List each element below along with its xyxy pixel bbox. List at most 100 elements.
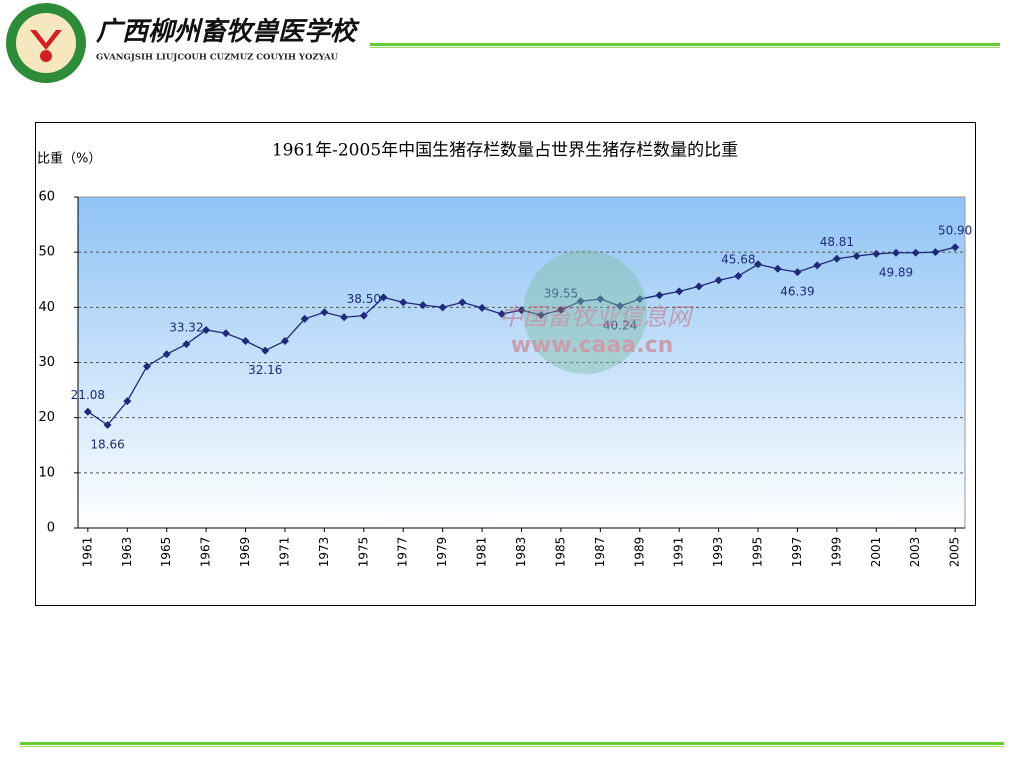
data-point xyxy=(655,291,664,300)
data-point xyxy=(517,306,526,315)
logo xyxy=(6,3,86,83)
x-tick-label: 1965 xyxy=(159,537,173,568)
x-tick-label: 1961 xyxy=(80,537,94,568)
x-tick-label: 2005 xyxy=(948,537,962,568)
data-label: 33.32 xyxy=(169,321,203,335)
x-tick-label: 1989 xyxy=(632,537,646,568)
data-point xyxy=(596,295,605,304)
x-tick-label: 1967 xyxy=(199,537,213,568)
y-tick-label: 40 xyxy=(38,300,55,315)
x-tick-label: 1993 xyxy=(711,537,725,568)
data-point xyxy=(556,305,565,314)
data-point xyxy=(931,248,940,257)
y-tick-label: 10 xyxy=(38,465,55,480)
data-point xyxy=(202,325,211,334)
data-point xyxy=(497,309,506,318)
data-point xyxy=(911,248,920,257)
data-point xyxy=(438,303,447,312)
data-point xyxy=(714,276,723,285)
data-point xyxy=(675,287,684,296)
data-point xyxy=(734,271,743,280)
x-tick-label: 1979 xyxy=(435,537,449,568)
data-point xyxy=(280,336,289,345)
data-point xyxy=(340,313,349,322)
data-point xyxy=(142,362,151,371)
data-point xyxy=(616,302,625,311)
data-point xyxy=(537,311,546,320)
data-label: 39.55 xyxy=(544,286,578,300)
data-label: 38.50 xyxy=(347,292,381,306)
data-point xyxy=(123,397,132,406)
y-tick-label: 0 xyxy=(47,521,55,536)
data-point xyxy=(83,407,92,416)
x-tick-label: 1999 xyxy=(829,537,843,568)
data-label: 32.16 xyxy=(248,363,282,377)
x-tick-label: 1985 xyxy=(553,537,567,568)
x-tick-label: 1969 xyxy=(238,537,252,568)
x-tick-label: 1971 xyxy=(277,537,291,568)
x-tick-label: 1975 xyxy=(356,537,370,568)
data-point xyxy=(103,421,112,430)
y-tick-label: 50 xyxy=(38,245,55,260)
data-label: 40.24 xyxy=(603,319,637,333)
data-point xyxy=(478,303,487,312)
x-tick-label: 1981 xyxy=(475,537,489,568)
data-point xyxy=(754,260,763,269)
x-tick-label: 1995 xyxy=(751,537,765,568)
data-label: 45.68 xyxy=(721,252,755,266)
data-point xyxy=(300,314,309,323)
data-point xyxy=(576,297,585,306)
y-tick-label: 30 xyxy=(38,355,55,370)
data-label: 46.39 xyxy=(780,285,814,299)
school-name: 广西柳州畜牧兽医学校 xyxy=(96,17,360,47)
data-point xyxy=(261,346,270,355)
watermark-site: 中国畜牧业信息网 xyxy=(499,303,694,331)
header-rule xyxy=(370,47,1000,48)
x-tick-label: 1987 xyxy=(593,537,607,568)
data-point xyxy=(162,350,171,359)
data-point xyxy=(221,329,230,338)
data-point xyxy=(793,268,802,277)
data-point xyxy=(773,264,782,273)
data-point xyxy=(951,243,960,252)
watermark: 中国畜牧业信息网 www.caaa.cn xyxy=(499,250,694,374)
data-point xyxy=(832,254,841,263)
chart-title: 1961年-2005年中国生猪存栏数量占世界生猪存栏数量的比重 xyxy=(272,141,738,161)
data-point xyxy=(813,261,822,270)
school-name-latin: GVANGJSIH LIUJCOUH CUZMUZ COUYIH YOZYAU xyxy=(96,53,339,63)
watermark-url: www.caaa.cn xyxy=(511,333,674,358)
header-rule xyxy=(370,43,1000,46)
data-point xyxy=(320,308,329,317)
footer-rule xyxy=(20,746,1004,747)
y-axis-label: 比重（%） xyxy=(37,151,101,167)
x-tick-label: 1991 xyxy=(672,537,686,568)
data-point xyxy=(852,252,861,261)
data-point xyxy=(892,248,901,257)
data-point xyxy=(418,301,427,310)
x-tick-label: 2001 xyxy=(869,537,883,568)
data-point xyxy=(182,340,191,349)
x-tick-label: 2003 xyxy=(908,537,922,568)
data-point xyxy=(399,298,408,307)
data-point xyxy=(635,295,644,304)
x-tick-label: 1983 xyxy=(514,537,528,568)
data-label: 50.90 xyxy=(938,224,972,238)
data-point xyxy=(872,249,881,258)
data-point xyxy=(379,293,388,302)
y-tick-label: 60 xyxy=(38,190,55,205)
x-tick-label: 1963 xyxy=(120,537,134,568)
footer-rule xyxy=(20,742,1004,745)
data-point xyxy=(458,298,467,307)
x-tick-label: 1997 xyxy=(790,537,804,568)
data-label: 48.81 xyxy=(820,235,854,249)
data-label: 21.08 xyxy=(71,388,105,402)
data-point xyxy=(694,282,703,291)
plot: 0 10 20 30 40 50 60 1961 1963 1965 1967 1969 1971 197… xyxy=(38,190,972,568)
data-point xyxy=(241,336,250,345)
data-label: 49.89 xyxy=(879,265,913,279)
y-tick-label: 20 xyxy=(38,410,55,425)
data-point xyxy=(359,311,368,320)
x-tick-label: 1977 xyxy=(396,537,410,568)
